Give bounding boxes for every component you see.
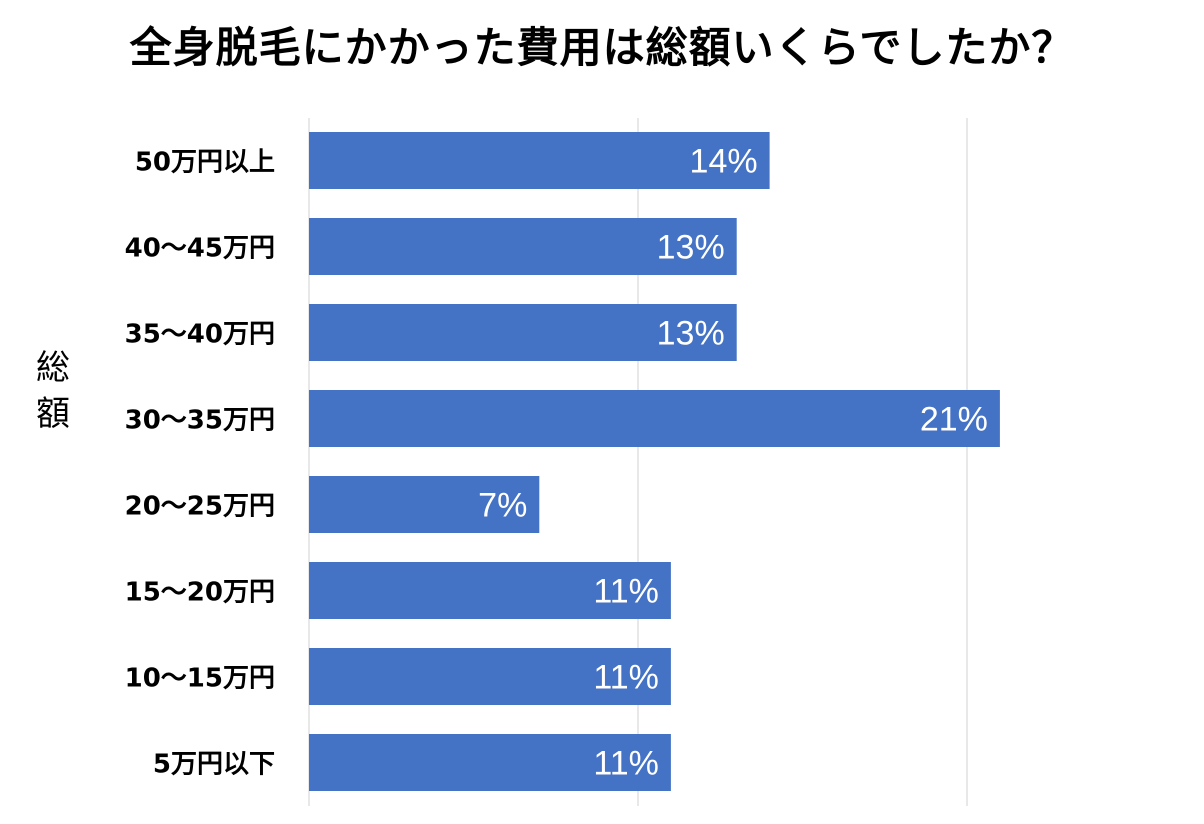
bar-value-label: 13% <box>657 229 725 267</box>
bar-value-label: 13% <box>657 315 725 353</box>
bar-value-label: 11% <box>593 659 659 697</box>
bar <box>309 390 1000 447</box>
bar <box>309 132 770 189</box>
chart-title: 全身脱毛にかかった費用は総額いくらでしたか？ <box>129 23 1075 72</box>
bar <box>309 562 671 619</box>
category-label: 5万円以下 <box>153 750 275 780</box>
y-axis-title: 総 額 <box>28 345 78 437</box>
category-label: 15〜20万円 <box>125 578 275 608</box>
bar <box>309 734 671 791</box>
category-label: 20〜25万円 <box>125 492 275 522</box>
bar <box>309 648 671 705</box>
bar-value-label: 11% <box>593 573 659 611</box>
category-label: 40〜45万円 <box>125 234 275 264</box>
bar-value-label: 7% <box>478 487 527 525</box>
bar-value-label: 11% <box>593 745 659 783</box>
bar-value-label: 14% <box>690 143 758 181</box>
bar-value-label: 21% <box>920 401 988 439</box>
bar <box>309 304 737 361</box>
y-axis-title-char-2: 額 <box>36 394 70 434</box>
category-label: 30〜35万円 <box>125 406 275 436</box>
category-label: 50万円以上 <box>135 148 275 178</box>
bar <box>309 476 540 533</box>
y-axis-title-char-1: 総 <box>36 348 70 388</box>
category-label: 10〜15万円 <box>125 664 275 694</box>
bar <box>309 218 737 275</box>
category-label: 35〜40万円 <box>125 320 275 350</box>
